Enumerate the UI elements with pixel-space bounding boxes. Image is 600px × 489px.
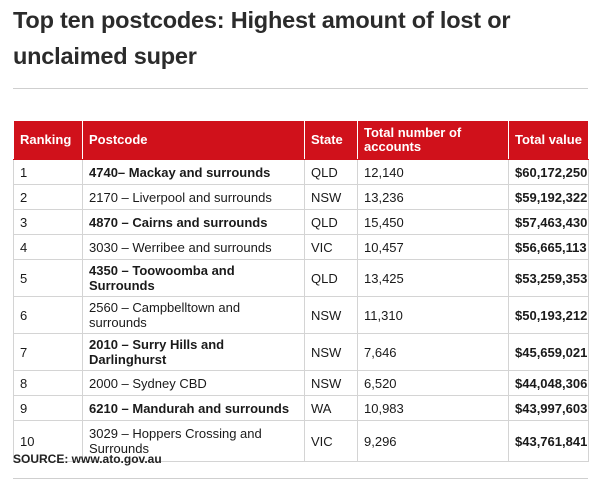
cell-ranking: 7 bbox=[13, 333, 83, 371]
cell-state: NSW bbox=[304, 184, 358, 210]
header-postcode: Postcode bbox=[82, 120, 305, 160]
table-row: 8 2000 – Sydney CBD NSW 6,520 $44,048,30… bbox=[13, 370, 589, 396]
cell-postcode: 2010 – Surry Hills and Darlinghurst bbox=[82, 333, 305, 371]
divider-bottom bbox=[13, 478, 588, 479]
cell-ranking: 5 bbox=[13, 259, 83, 297]
cell-value: $53,259,353 bbox=[508, 259, 589, 297]
header-state: State bbox=[304, 120, 358, 160]
cell-value: $43,997,603 bbox=[508, 395, 589, 421]
cell-ranking: 3 bbox=[13, 209, 83, 235]
cell-ranking: 1 bbox=[13, 159, 83, 185]
cell-state: NSW bbox=[304, 296, 358, 334]
table-row: 2 2170 – Liverpool and surrounds NSW 13,… bbox=[13, 184, 589, 210]
table-row: 5 4350 – Toowoomba and Surrounds QLD 13,… bbox=[13, 259, 589, 297]
cell-value: $59,192,322 bbox=[508, 184, 589, 210]
cell-state: NSW bbox=[304, 370, 358, 396]
divider-top bbox=[13, 88, 588, 89]
cell-state: VIC bbox=[304, 234, 358, 260]
table-row: 10 3029 – Hoppers Crossing and Surrounds… bbox=[13, 420, 589, 462]
cell-postcode: 3029 – Hoppers Crossing and Surrounds bbox=[82, 420, 305, 462]
cell-accounts: 15,450 bbox=[357, 209, 509, 235]
cell-accounts: 11,310 bbox=[357, 296, 509, 334]
cell-state: QLD bbox=[304, 159, 358, 185]
cell-ranking: 9 bbox=[13, 395, 83, 421]
cell-accounts: 13,236 bbox=[357, 184, 509, 210]
cell-accounts: 9,296 bbox=[357, 420, 509, 462]
cell-postcode: 2000 – Sydney CBD bbox=[82, 370, 305, 396]
table-row: 3 4870 – Cairns and surrounds QLD 15,450… bbox=[13, 209, 589, 235]
cell-ranking: 8 bbox=[13, 370, 83, 396]
cell-value: $56,665,113 bbox=[508, 234, 589, 260]
cell-postcode: 4350 – Toowoomba and Surrounds bbox=[82, 259, 305, 297]
cell-accounts: 12,140 bbox=[357, 159, 509, 185]
table-row: 6 2560 – Campbelltown and surrounds NSW … bbox=[13, 296, 589, 334]
cell-accounts: 10,457 bbox=[357, 234, 509, 260]
header-total-accounts: Total number of accounts bbox=[357, 120, 509, 160]
table-title: Top ten postcodes: Highest amount of los… bbox=[13, 7, 511, 69]
cell-accounts: 7,646 bbox=[357, 333, 509, 371]
cell-accounts: 6,520 bbox=[357, 370, 509, 396]
cell-value: $60,172,250 bbox=[508, 159, 589, 185]
cell-state: QLD bbox=[304, 259, 358, 297]
cell-state: NSW bbox=[304, 333, 358, 371]
cell-ranking: 6 bbox=[13, 296, 83, 334]
cell-ranking: 2 bbox=[13, 184, 83, 210]
table-row: 9 6210 – Mandurah and surrounds WA 10,98… bbox=[13, 395, 589, 421]
postcode-table: Ranking Postcode State Total number of a… bbox=[13, 120, 589, 462]
table-row: 4 3030 – Werribee and surrounds VIC 10,4… bbox=[13, 234, 589, 260]
header-ranking: Ranking bbox=[13, 120, 83, 160]
cell-state: VIC bbox=[304, 420, 358, 462]
cell-value: $44,048,306 bbox=[508, 370, 589, 396]
table-row: 7 2010 – Surry Hills and Darlinghurst NS… bbox=[13, 333, 589, 371]
table-header-row: Ranking Postcode State Total number of a… bbox=[13, 120, 589, 160]
cell-value: $43,761,841 bbox=[508, 420, 589, 462]
cell-postcode: 3030 – Werribee and surrounds bbox=[82, 234, 305, 260]
source-credit: SOURCE: www.ato.gov.au bbox=[13, 452, 162, 466]
table-row: 1 4740– Mackay and surrounds QLD 12,140 … bbox=[13, 159, 589, 185]
cell-value: $50,193,212 bbox=[508, 296, 589, 334]
cell-postcode: 4870 – Cairns and surrounds bbox=[82, 209, 305, 235]
cell-postcode: 4740– Mackay and surrounds bbox=[82, 159, 305, 185]
cell-state: QLD bbox=[304, 209, 358, 235]
cell-accounts: 13,425 bbox=[357, 259, 509, 297]
cell-ranking: 4 bbox=[13, 234, 83, 260]
cell-ranking: 10 bbox=[13, 420, 83, 462]
cell-value: $57,463,430 bbox=[508, 209, 589, 235]
header-total-value: Total value bbox=[508, 120, 589, 160]
cell-postcode: 6210 – Mandurah and surrounds bbox=[82, 395, 305, 421]
cell-state: WA bbox=[304, 395, 358, 421]
cell-accounts: 10,983 bbox=[357, 395, 509, 421]
cell-postcode: 2560 – Campbelltown and surrounds bbox=[82, 296, 305, 334]
cell-value: $45,659,021 bbox=[508, 333, 589, 371]
cell-postcode: 2170 – Liverpool and surrounds bbox=[82, 184, 305, 210]
